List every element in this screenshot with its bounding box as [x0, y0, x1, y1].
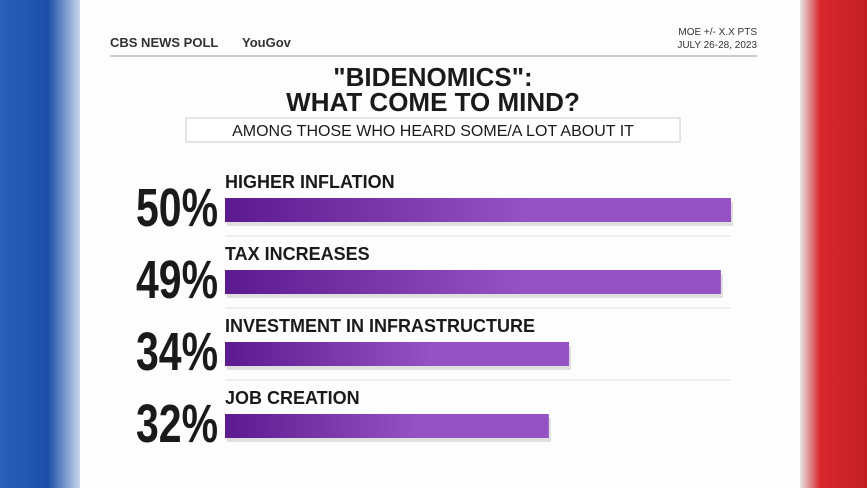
- right-stripe: [800, 0, 867, 488]
- value-label: 49%: [136, 250, 218, 310]
- subtitle-box: [185, 117, 681, 143]
- panel: [80, 0, 800, 488]
- category-label: JOB CREATION: [225, 388, 360, 408]
- moe: MOE +/- X.X PTS: [678, 27, 757, 38]
- partner: YouGov: [242, 35, 292, 50]
- dates: JULY 26-28, 2023: [677, 40, 757, 51]
- subtitle: AMONG THOSE WHO HEARD SOME/A LOT ABOUT I…: [232, 123, 634, 140]
- title-line: WHAT COME TO MIND?: [286, 87, 580, 117]
- brand: CBS NEWS POLL: [110, 35, 218, 50]
- bar: [225, 414, 549, 438]
- bar: [225, 198, 731, 222]
- value-label: 32%: [136, 394, 218, 454]
- category-label: HIGHER INFLATION: [225, 172, 395, 192]
- value-label: 34%: [136, 322, 218, 382]
- bar: [225, 270, 721, 294]
- category-label: TAX INCREASES: [225, 244, 370, 264]
- title-line: "BIDENOMICS":: [333, 62, 532, 92]
- value-label: 50%: [136, 178, 218, 238]
- category-label: INVESTMENT IN INFRASTRUCTURE: [225, 316, 535, 336]
- left-stripe: [0, 0, 80, 488]
- bar: [225, 342, 570, 366]
